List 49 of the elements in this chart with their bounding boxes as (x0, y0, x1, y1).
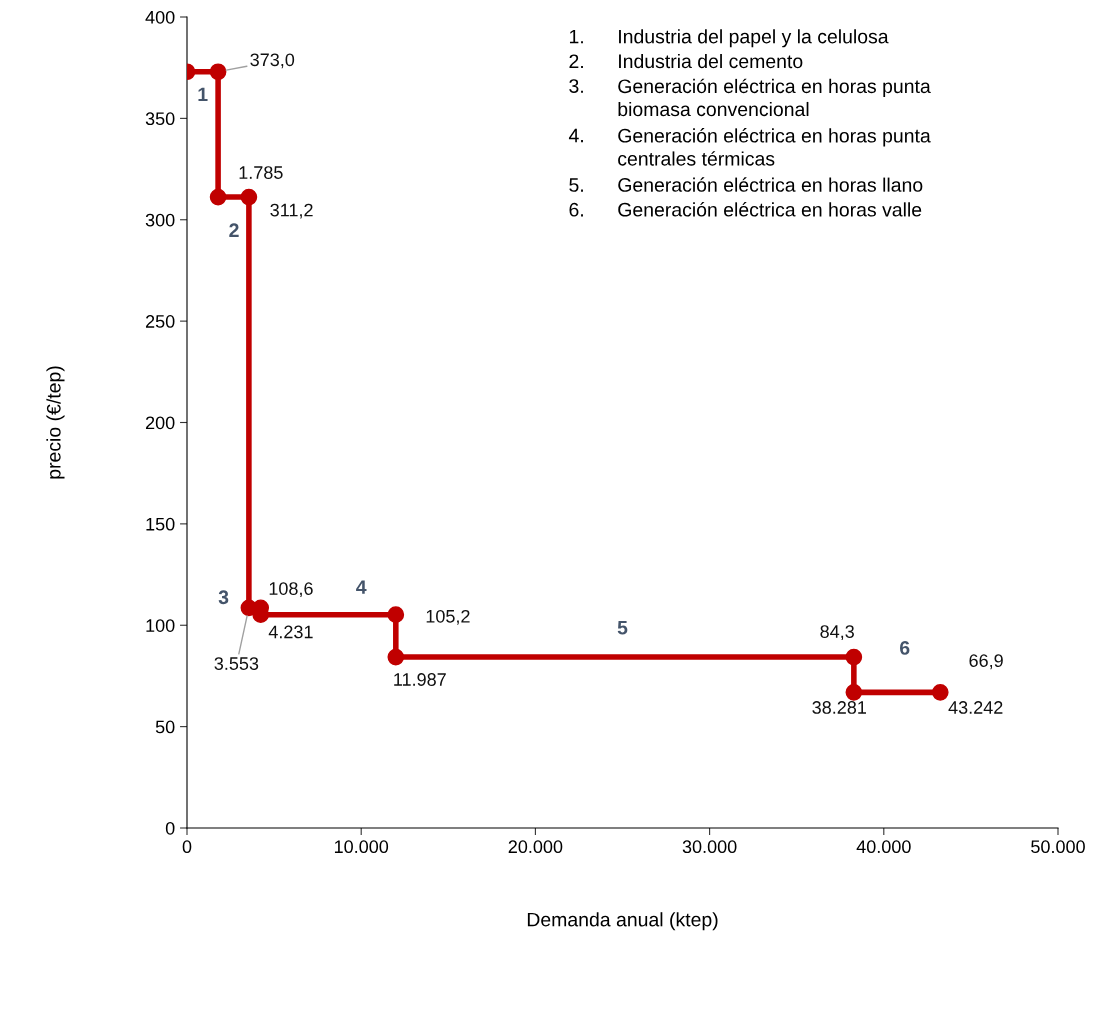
x-tick-label: 10.000 (334, 840, 389, 854)
x-tick-label: 20.000 (508, 840, 563, 854)
annotation: 38.281 (812, 701, 867, 714)
annotation: 43.242 (948, 701, 1003, 714)
point (209, 188, 227, 206)
annotation: 105,2 (426, 609, 470, 625)
point (387, 606, 405, 624)
y-tick-label: 250 (145, 315, 175, 328)
annotation: 5 (617, 620, 628, 635)
y-tick-label: 300 (145, 213, 175, 227)
y-tick-label: 400 (145, 10, 175, 24)
annotation: 11.987 (394, 673, 446, 686)
annotation: 6 (900, 641, 910, 655)
annotation: 108,6 (269, 582, 313, 598)
annotation: 66,9 (969, 654, 1003, 670)
point (845, 648, 863, 666)
annotation: 373,0 (250, 53, 295, 69)
point (209, 63, 227, 81)
text: 4. Generación eléctrica en horas punta centrales térmicas (568, 128, 931, 166)
y-tick-label: 50 (155, 720, 175, 734)
x-tick-label: 50.000 (1031, 840, 1085, 854)
annotation: 3.553 (214, 657, 259, 670)
annotation: 2 (229, 223, 239, 237)
annotation: 4 (356, 580, 367, 594)
x-axis-title: Demanda anual (ktep) (527, 912, 718, 931)
annotation: 3 (218, 590, 229, 605)
point (845, 684, 863, 701)
text: 5. Generación eléctrica en horas llano (569, 177, 923, 192)
text: 6. Generación eléctrica en horas valle (569, 202, 922, 217)
y-tick-label: 100 (146, 619, 175, 632)
annotation: 1 (198, 87, 208, 102)
annotation: 311,2 (270, 203, 313, 219)
point (240, 188, 258, 206)
y-axis-title: precio (€/tep) (46, 366, 65, 479)
annotation: 84,3 (820, 625, 854, 641)
y-tick-label: 350 (145, 112, 175, 126)
text: 3. Generación eléctrica en horas punta biomasa convencional (569, 78, 931, 117)
y-tick-label: 0 (165, 821, 175, 835)
text: 1. Industria del papel y la celulosa (569, 29, 889, 48)
x-tick-label: 40.000 (856, 840, 911, 854)
x-tick-label: 0 (182, 840, 192, 854)
y-tick-label: 200 (145, 416, 175, 430)
text: 2. Industria del cemento (569, 53, 803, 69)
annotation: 4.231 (268, 625, 313, 639)
point (931, 684, 949, 701)
annotation: 1.785 (239, 166, 283, 179)
x-tick-label: 30.000 (682, 840, 737, 854)
y-tick-label: 150 (146, 517, 175, 531)
point (387, 648, 405, 666)
